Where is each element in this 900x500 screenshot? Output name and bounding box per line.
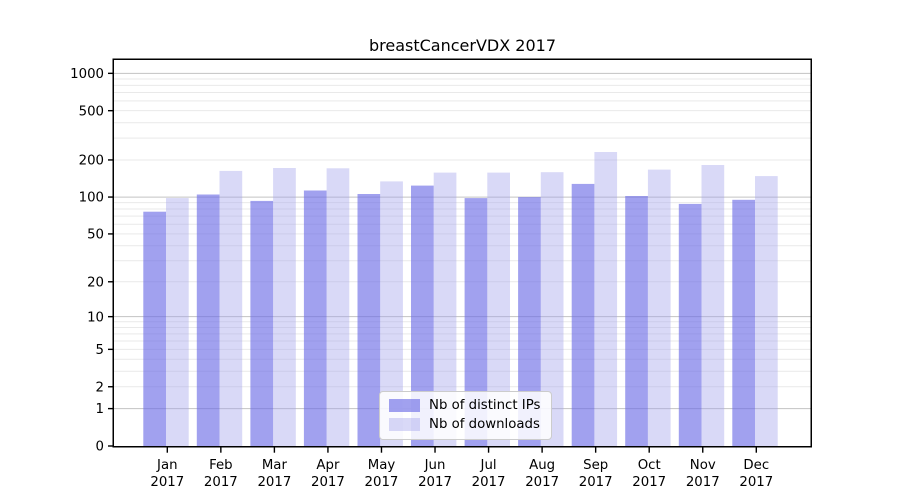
legend-label-distinct-ips: Nb of distinct IPs	[429, 398, 541, 413]
bar-ips-jun	[411, 185, 434, 447]
x-tick-label-year: 2017	[632, 475, 666, 490]
y-tick-label: 5	[96, 343, 104, 358]
y-tick-label: 100	[79, 191, 104, 206]
bar-ips-aug	[518, 197, 541, 447]
bar-downloads-jun	[433, 172, 457, 447]
bar-downloads-dec	[755, 176, 778, 447]
bar-ips-feb	[196, 194, 220, 447]
bar-downloads-sep	[594, 152, 618, 447]
x-tick-label-month: Nov	[690, 458, 716, 473]
y-tick-label: 20	[87, 275, 104, 290]
y-tick-label: 200	[79, 154, 104, 169]
legend-item-downloads: Nb of downloads	[389, 417, 540, 433]
legend: Nb of distinct IPs Nb of downloads	[379, 391, 553, 440]
bar-downloads-oct	[647, 169, 671, 447]
legend-label-downloads: Nb of downloads	[429, 417, 540, 433]
bar-ips-may	[357, 194, 381, 447]
bar-ips-apr	[303, 190, 327, 447]
x-tick-label-month: Apr	[316, 458, 340, 473]
x-tick-label-month: Sep	[583, 458, 608, 473]
x-tick-label-year: 2017	[418, 475, 452, 490]
x-tick-label-month: Mar	[262, 458, 288, 473]
legend-swatch-downloads	[389, 418, 420, 432]
bar-ips-oct	[625, 196, 648, 447]
x-tick-label-year: 2017	[739, 475, 773, 490]
y-tick-label: 10	[87, 310, 104, 325]
x-tick-label-month: Dec	[743, 458, 769, 473]
x-tick-label-month: Aug	[529, 458, 555, 473]
y-tick-label: 50	[87, 228, 104, 243]
x-tick-label-year: 2017	[311, 475, 345, 490]
x-tick-label-month: Jul	[480, 458, 497, 473]
bar-ips-mar	[250, 200, 274, 447]
y-tick-label: 1000	[70, 67, 104, 82]
plot-frame	[112, 58, 812, 448]
bar-downloads-jan	[166, 198, 189, 447]
bar-downloads-jul	[487, 172, 510, 447]
bar-downloads-feb	[219, 170, 243, 447]
bar-ips-dec	[732, 199, 755, 447]
legend-item-distinct-ips: Nb of distinct IPs	[389, 399, 540, 412]
bar-ips-jan	[143, 211, 166, 447]
legend-swatch-distinct-ips	[389, 399, 420, 413]
x-tick-label-year: 2017	[150, 475, 184, 490]
x-tick-label-month: May	[368, 458, 396, 473]
y-tick-label: 0	[96, 440, 104, 455]
bar-downloads-mar	[273, 168, 296, 447]
y-tick-label: 500	[79, 104, 104, 119]
x-tick-label-year: 2017	[579, 475, 613, 490]
x-tick-label-year: 2017	[686, 475, 720, 490]
x-tick-label-year: 2017	[257, 475, 291, 490]
x-tick-label-year: 2017	[204, 475, 238, 490]
x-tick-label-year: 2017	[472, 475, 506, 490]
bar-downloads-aug	[540, 172, 564, 447]
y-tick-label: 2	[96, 380, 104, 395]
x-tick-label-year: 2017	[365, 475, 399, 490]
bar-downloads-apr	[326, 168, 350, 447]
y-tick-label: 1	[96, 402, 104, 417]
x-tick-label-month: Feb	[209, 458, 233, 473]
x-tick-label-month: Jun	[424, 458, 446, 473]
bar-downloads-may	[380, 181, 403, 447]
bar-downloads-nov	[701, 165, 725, 447]
bar-ips-jul	[464, 198, 488, 447]
x-tick-label-month: Jan	[156, 458, 178, 473]
x-tick-label-year: 2017	[525, 475, 559, 490]
chart-title: breastCancerVDX 2017	[368, 36, 556, 55]
bar-ips-nov	[678, 203, 702, 447]
bar-ips-sep	[571, 183, 595, 447]
x-tick-label-month: Oct	[638, 458, 661, 473]
